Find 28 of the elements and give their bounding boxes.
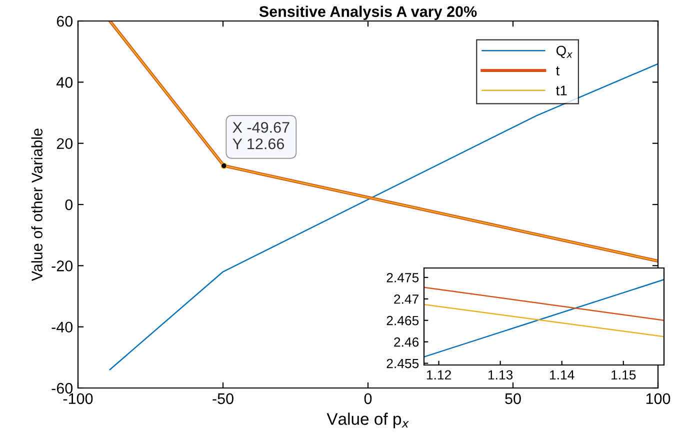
y-tick-label: 2.46 (394, 337, 419, 347)
legend-label: t1 (556, 86, 567, 96)
y-tick-label: -40 (52, 322, 73, 333)
y-tick-label: 2.465 (386, 316, 419, 326)
y-axis-title: Value of other Variable (31, 128, 42, 282)
x-tick-label: 1.12 (426, 370, 451, 380)
x-axis-title: Value of p$_{x}$ (326, 412, 409, 428)
y-tick-label: 60 (56, 16, 73, 27)
y-tick-label: 2.47 (394, 294, 418, 304)
x-tick-label: -100 (63, 393, 93, 404)
chart-title: Sensitive Analysis A vary 20% (259, 6, 477, 20)
y-tick-label: -60 (52, 382, 73, 394)
y-tick-label: 0 (65, 199, 73, 210)
x-tick-label: 100 (646, 393, 670, 404)
x-tick-label: 0 (364, 393, 372, 404)
annotation: X -49.67 Y 12.66 (232, 122, 290, 150)
y-tick-label: 2.475 (386, 273, 419, 282)
x-tick-label: 1.14 (550, 370, 574, 380)
y-tick-label: 2.455 (386, 358, 419, 368)
x-tick-label: 1.13 (488, 370, 513, 380)
legend-label: Q$_{x}$ (556, 46, 573, 58)
x-tick-label: -50 (212, 393, 234, 404)
y-tick-label: 20 (56, 138, 73, 150)
legend-label: t (556, 66, 560, 76)
y-tick-label: -20 (52, 260, 73, 272)
x-tick-label: 50 (505, 393, 521, 404)
y-tick-label: 40 (56, 77, 73, 88)
x-tick-label: 1.15 (612, 370, 636, 380)
